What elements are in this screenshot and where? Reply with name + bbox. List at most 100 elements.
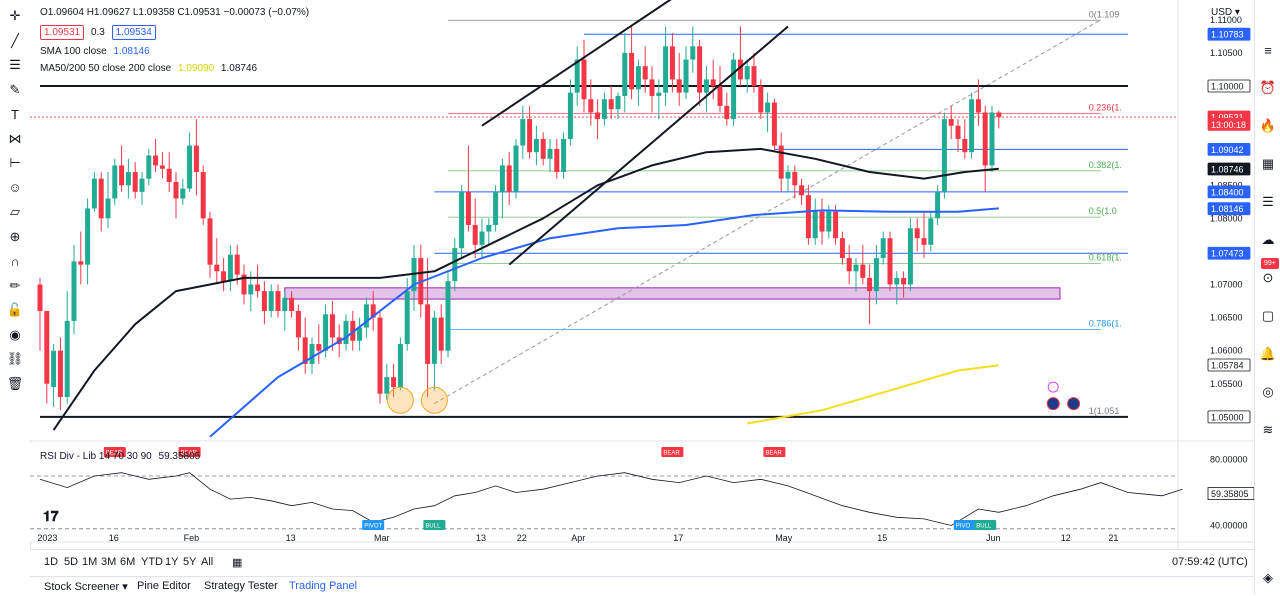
zoom-icon[interactable]: ⊕	[9, 228, 21, 244]
period-5y[interactable]: 5Y	[183, 556, 197, 568]
candle-body	[703, 79, 709, 93]
candle-body	[377, 317, 383, 394]
price-axis-label: 1.08500	[1210, 180, 1243, 190]
emoji-icon[interactable]: ☺	[8, 180, 22, 195]
price-tag-label: 1.08746	[1211, 164, 1244, 174]
period-ytd[interactable]: YTD	[141, 556, 163, 568]
forecast-icon[interactable]: ⊢	[9, 155, 21, 170]
event-icon	[1046, 397, 1060, 411]
bid-price[interactable]: 1.09531	[40, 25, 85, 40]
sma-legend[interactable]: SMA 100 close 1.08146	[40, 46, 150, 57]
trend-line-icon[interactable]: ╱	[11, 32, 19, 48]
candle-body	[159, 165, 165, 169]
streams-icon[interactable]: ⊙	[1262, 270, 1274, 285]
trash-icon[interactable]: 🗑	[6, 375, 24, 391]
candle-body	[833, 211, 839, 239]
rsi-bear-badge	[661, 447, 684, 457]
ideas-icon[interactable]: ☁	[1261, 232, 1275, 247]
news-icon[interactable]: ☰	[1262, 194, 1274, 209]
calendar-icon[interactable]: ▦	[1261, 156, 1275, 171]
link-icon[interactable]: ⛓	[6, 351, 24, 366]
price-axis-label: 1.06500	[1210, 313, 1243, 323]
alerts-icon[interactable]: ⏰	[1259, 80, 1277, 95]
notifications-icon[interactable]: 🔔	[1259, 346, 1277, 361]
period-3m[interactable]: 3M	[101, 556, 117, 568]
candle-body	[839, 238, 845, 259]
candle-body	[649, 79, 655, 96]
text-icon[interactable]: T	[11, 106, 19, 122]
candle-body	[853, 264, 859, 272]
broadcast-icon[interactable]: ◎	[1262, 384, 1274, 399]
dom-icon[interactable]: ≋	[1262, 422, 1274, 437]
candle-body	[629, 52, 635, 90]
chats-icon[interactable]: ▢	[1261, 308, 1275, 323]
candle-body	[465, 191, 471, 225]
price-tag-label: 1.07473	[1211, 249, 1244, 259]
candle-body	[343, 320, 349, 345]
candle-body	[363, 304, 369, 328]
time-axis-label: 13	[476, 533, 486, 543]
tab-strategy-tester[interactable]: Strategy Tester	[204, 580, 278, 592]
layers-icon[interactable]: ◈	[1263, 570, 1273, 585]
tab-stock-screener[interactable]: Stock Screener ▾	[44, 581, 128, 593]
time-axis-label: 13	[286, 533, 296, 543]
pattern-icon[interactable]: ⋈	[8, 130, 22, 146]
candle-body	[717, 86, 723, 106]
candle-body	[370, 304, 376, 318]
currency-label[interactable]: USD ▾	[1211, 7, 1240, 18]
candle-body	[669, 46, 675, 80]
period-1m[interactable]: 1M	[82, 556, 98, 568]
lock-drawing-icon[interactable]: ✏	[9, 277, 21, 293]
candle-body	[499, 165, 505, 192]
candle-body	[234, 254, 240, 275]
lock-icon[interactable]: 🔓	[6, 302, 24, 317]
candle-body	[445, 281, 451, 351]
candle-body	[139, 178, 145, 192]
hotlist-icon[interactable]: 🔥	[1259, 118, 1277, 133]
ruler-icon[interactable]: ▱	[10, 204, 20, 219]
candle-body	[316, 344, 322, 351]
chart-canvas[interactable]: 0(1.109 0.236(1. 0.382(1. 0.5(1.0 0.618(1. 0.…	[30, 0, 1254, 549]
bottom-panel-bar: Stock Screener ▾ Pine Editor Strategy Test…	[30, 576, 1254, 596]
candle-body	[812, 211, 818, 239]
ma200-value: 1.08746	[220, 63, 258, 74]
price-axis-label: 1.10500	[1210, 48, 1243, 58]
candle-body	[907, 228, 913, 285]
candle-body	[397, 344, 403, 388]
candle-body	[289, 297, 295, 311]
candle-body	[64, 320, 70, 397]
candle-body	[37, 284, 43, 311]
tab-trading-panel[interactable]: Trading Panel	[289, 580, 358, 592]
candle-body	[710, 79, 716, 87]
candle-body	[683, 59, 689, 93]
fib-icon[interactable]: ☰	[9, 57, 21, 72]
crosshair-icon[interactable]: ✛	[9, 8, 21, 23]
ma-legend[interactable]: MA50/200 50 close 200 close 1.09090 1.08…	[40, 63, 257, 74]
candle-body	[615, 95, 621, 110]
candle-body	[323, 314, 329, 351]
time-axis-label: Apr	[571, 533, 585, 543]
rsi-bull-badge	[974, 520, 997, 530]
period-5d[interactable]: 5D	[64, 556, 79, 568]
magnet-icon[interactable]: ∩	[10, 253, 20, 269]
price-axis-label: 1.08000	[1210, 213, 1243, 223]
period-6m[interactable]: 6M	[120, 556, 136, 568]
watchlist-icon[interactable]: ≡	[1264, 42, 1272, 58]
candle-body	[547, 148, 553, 159]
rsi-legend[interactable]: RSI Div - Lib 14 70 30 90 59.35805	[40, 451, 200, 462]
brush-icon[interactable]: ✎	[9, 81, 21, 97]
period-1y[interactable]: 1Y	[165, 556, 179, 568]
candle-body	[44, 310, 50, 384]
time-axis-label: 2023	[37, 533, 57, 543]
period-1d[interactable]: 1D	[44, 556, 59, 568]
clock-timezone[interactable]: 07:59:42 (UTC)	[1172, 556, 1248, 568]
candle-body	[71, 261, 77, 321]
date-range-calendar-icon[interactable]: ▦	[232, 557, 243, 569]
candle-body	[873, 258, 879, 292]
period-all[interactable]: All	[201, 556, 214, 568]
tab-pine-editor[interactable]: Pine Editor	[137, 580, 191, 592]
ask-price[interactable]: 1.09534	[111, 25, 156, 40]
rsi-badge-label: PIVOT	[364, 524, 382, 530]
eye-icon[interactable]: ◉	[9, 326, 21, 342]
time-axis-label: 17	[673, 533, 683, 543]
